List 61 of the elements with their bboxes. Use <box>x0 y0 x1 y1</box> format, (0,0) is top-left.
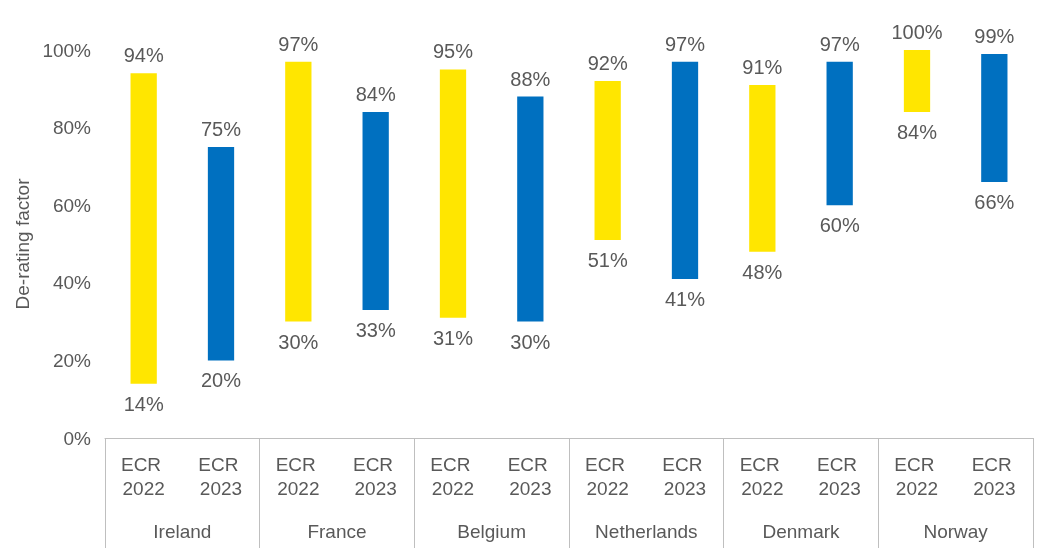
text: 99% <box>974 24 1015 47</box>
bar <box>903 50 931 113</box>
y-tick-label: 20% <box>52 349 92 371</box>
bar <box>517 96 544 322</box>
text: 14% <box>123 392 164 415</box>
text: 48% <box>742 260 783 283</box>
x-tick-label: ECR 2022 <box>739 453 786 499</box>
y-tick-label: 80% <box>52 117 92 139</box>
text: 95% <box>432 40 474 63</box>
bar <box>981 53 1008 182</box>
text: Belgium <box>457 521 526 542</box>
text: 20% <box>200 369 242 392</box>
x-tick-label: ECR 2022 <box>430 453 476 499</box>
text: 97% <box>278 32 319 55</box>
text: 92% <box>587 52 628 75</box>
x-tick-label: ECR 2023 <box>352 453 399 499</box>
x-tick-label: ECR 2022 <box>275 453 322 499</box>
text: 33% <box>355 318 396 341</box>
text: France <box>307 521 367 542</box>
x-tick-label: ECR 2023 <box>198 453 244 499</box>
x-tick-label: ECR 2023 <box>507 453 554 499</box>
text: 30% <box>278 330 319 353</box>
x-tick-label: ECR 2022 <box>120 453 167 499</box>
text: 91% <box>742 55 783 78</box>
text: 100% <box>891 21 943 43</box>
x-tick-label: ECR 2022 <box>584 453 631 499</box>
text: 41% <box>664 287 706 310</box>
y-axis-title: De-rating factor <box>11 177 33 310</box>
y-tick-label: 60% <box>52 194 92 216</box>
text: 84% <box>896 121 938 144</box>
y-tick-label: 0% <box>63 427 92 449</box>
text: 31% <box>432 326 474 349</box>
text: 97% <box>664 32 706 55</box>
x-tick-label: ECR 2023 <box>971 453 1018 499</box>
text: 97% <box>819 32 860 55</box>
bar <box>749 84 776 252</box>
bar <box>826 61 853 206</box>
text: 88% <box>510 67 551 90</box>
y-tick-label: 100% <box>42 39 92 61</box>
text: 84% <box>355 83 396 106</box>
text: Norway <box>923 521 989 542</box>
text: Ireland <box>153 521 212 542</box>
text: 66% <box>974 190 1015 213</box>
bar <box>439 69 467 318</box>
y-tick-label: 40% <box>52 272 92 294</box>
text: 94% <box>123 44 164 67</box>
text: 30% <box>510 330 551 353</box>
x-tick-label: ECR 2022 <box>894 453 940 499</box>
bar <box>671 61 699 279</box>
x-tick-label: ECR 2023 <box>662 453 708 499</box>
text: Netherlands <box>595 521 698 542</box>
bar <box>207 147 235 361</box>
bar <box>362 112 389 310</box>
bar <box>285 61 312 322</box>
text: Denmark <box>762 521 841 542</box>
x-tick-label: ECR 2023 <box>816 453 863 499</box>
text: 60% <box>819 214 860 237</box>
bar <box>594 81 621 241</box>
text: 51% <box>587 249 628 272</box>
bar <box>130 73 157 384</box>
text: 75% <box>200 118 242 140</box>
